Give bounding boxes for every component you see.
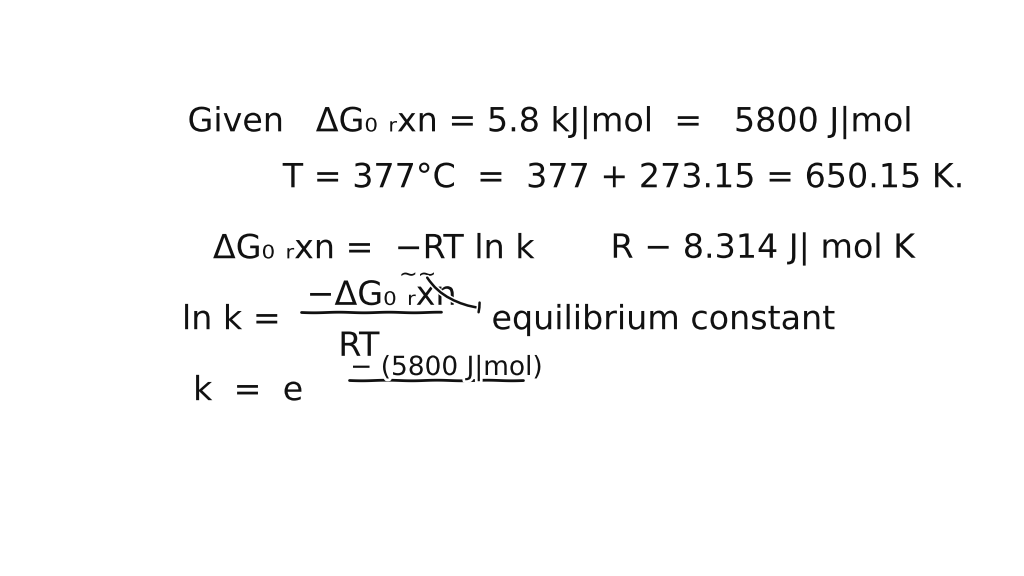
Text: Given   ΔG₀ ᵣxn = 5.8 kJ|mol  =   5800 J|mol: Given ΔG₀ ᵣxn = 5.8 kJ|mol = 5800 J|mol (187, 105, 913, 139)
Text: RT: RT (338, 330, 380, 363)
Text: ln k =: ln k = (182, 303, 281, 336)
Text: −ΔG₀ ᵣxn: −ΔG₀ ᵣxn (306, 279, 457, 312)
Text: T = 377°C  =  377 + 273.15 = 650.15 K.: T = 377°C = 377 + 273.15 = 650.15 K. (283, 161, 966, 194)
Text: ∼∼: ∼∼ (399, 265, 436, 285)
Text: ΔG₀ ᵣxn =  −RT ln k: ΔG₀ ᵣxn = −RT ln k (213, 232, 536, 265)
Text: equilibrium constant: equilibrium constant (492, 303, 836, 336)
Text: − (5800 J|mol): − (5800 J|mol) (350, 355, 543, 382)
Text: k  =  e: k = e (194, 374, 303, 407)
Text: R − 8.314 J| mol K: R − 8.314 J| mol K (610, 232, 915, 266)
